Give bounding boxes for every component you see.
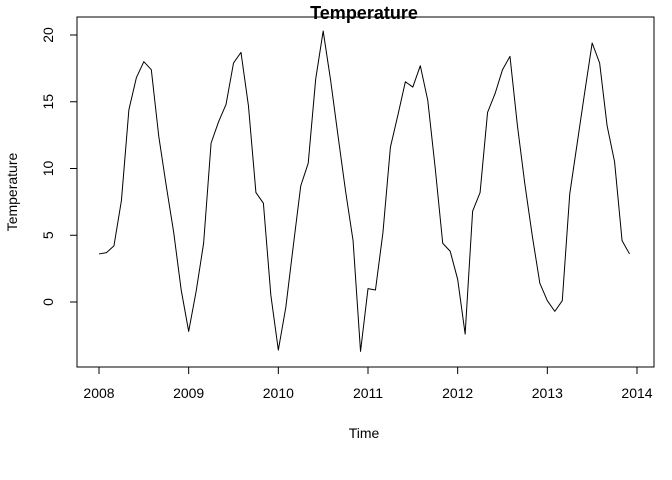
chart-title: Temperature [310,3,418,23]
plot-box [76,16,655,368]
x-tick-label: 2014 [621,385,652,401]
series-line [98,30,630,352]
y-tick-label: 10 [40,161,56,177]
x-axis-label: Time [349,425,380,441]
y-axis: 0 5 10 15 20 [40,27,78,306]
x-tick-label: 2010 [263,385,294,401]
x-tick-label: 2011 [353,385,383,401]
y-tick-label: 5 [40,231,56,239]
x-tick-label: 2008 [83,385,114,401]
x-tick-label: 2009 [173,385,204,401]
x-axis: 2008 2009 2010 2011 2012 2013 2014 [83,366,653,401]
y-tick-label: 15 [40,94,56,110]
x-tick-label: 2013 [532,385,563,401]
y-tick-label: 20 [40,27,56,43]
x-tick-label: 2012 [442,385,473,401]
y-tick-label: 0 [40,298,56,306]
y-axis-label: Temperature [4,152,20,231]
series-group [98,30,630,352]
